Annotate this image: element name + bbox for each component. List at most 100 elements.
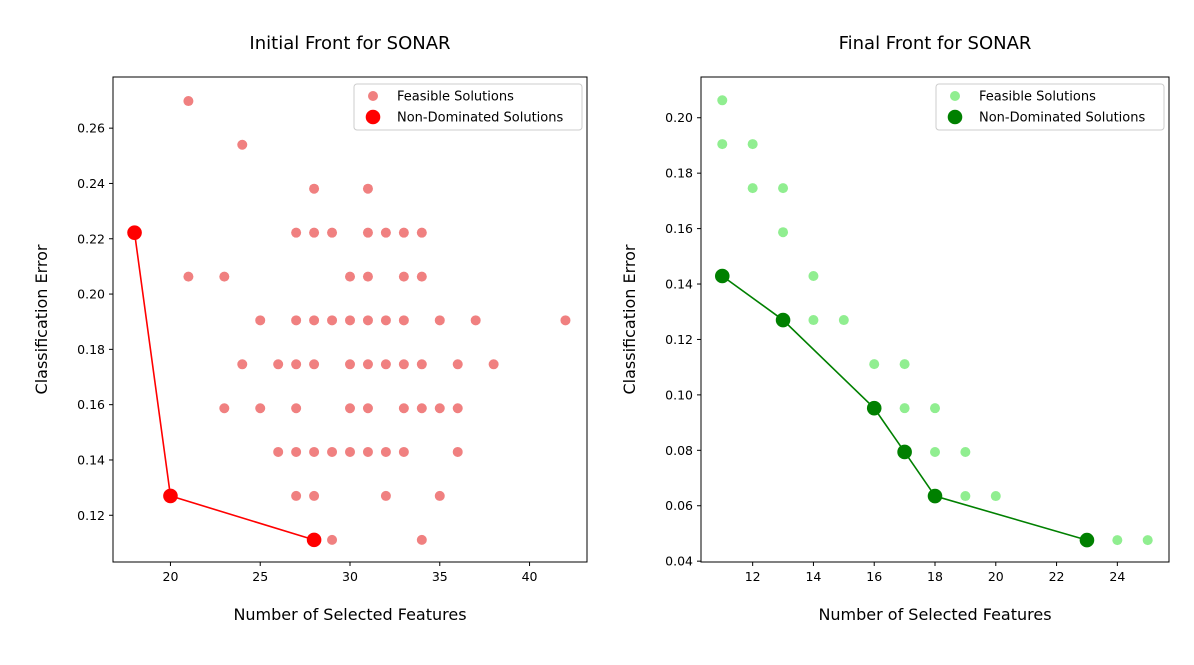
y-tick-label: 0.18 <box>665 166 693 181</box>
y-axis-label: Classification Error <box>32 244 51 394</box>
y-tick-label: 0.14 <box>77 452 105 467</box>
feasible-point <box>960 446 971 457</box>
x-tick-label: 24 <box>1109 569 1125 584</box>
feasible-point <box>899 359 910 370</box>
feasible-point <box>291 490 302 501</box>
chart-title: Final Front for SONAR <box>839 33 1032 54</box>
y-tick-label: 0.22 <box>77 231 105 246</box>
non-dominated-point <box>897 444 912 460</box>
legend-box <box>935 83 1165 131</box>
feasible-point <box>291 315 302 326</box>
x-tick-label: 18 <box>927 569 943 584</box>
x-axis-label: Number of Selected Features <box>818 605 1051 624</box>
y-tick-label: 0.12 <box>665 332 693 347</box>
feasible-point <box>273 359 284 370</box>
feasible-point <box>380 446 391 457</box>
y-tick-label: 0.24 <box>77 176 105 191</box>
non-dominated-point <box>1079 532 1095 548</box>
feasible-point <box>434 403 445 414</box>
y-tick-label: 0.08 <box>665 443 693 458</box>
feasible-point <box>219 403 230 414</box>
feasible-point <box>452 403 463 414</box>
feasible-point <box>398 403 409 414</box>
feasible-point <box>778 227 789 238</box>
feasible-point <box>747 183 758 194</box>
feasible-point <box>869 359 880 370</box>
x-tick-label: 25 <box>252 569 268 584</box>
feasible-point <box>327 227 338 238</box>
y-tick-label: 0.16 <box>77 397 105 412</box>
chart-1: Initial Front for SONAR 20 25 30 35 40 0.12 0.1… <box>32 33 588 624</box>
feasible-point <box>309 446 320 457</box>
feasible-point <box>309 183 320 194</box>
x-tick-label: 40 <box>522 569 538 584</box>
feasible-point <box>452 446 463 457</box>
feasible-point <box>434 315 445 326</box>
front-line <box>721 275 1088 541</box>
feasible-point <box>345 315 355 326</box>
feasible-point <box>362 315 373 326</box>
x-tick-label: 20 <box>988 569 1004 584</box>
legend-feasible-marker <box>950 91 960 101</box>
feasible-point <box>183 271 194 282</box>
feasible-point <box>345 359 355 370</box>
x-tick-label: 35 <box>432 569 448 584</box>
feasible-point <box>416 534 427 545</box>
chart-2: Final Front for SONAR 12 14 16 18 20 22 24 0.04 0… <box>620 33 1170 624</box>
feasible-point <box>291 446 302 457</box>
plot-frame <box>112 76 588 563</box>
y-tick-label: 0.10 <box>665 387 693 402</box>
y-tick-label: 0.14 <box>665 277 693 292</box>
x-tick-label: 12 <box>745 569 761 584</box>
feasible-point <box>327 315 338 326</box>
feasible-point <box>488 359 499 370</box>
legend-feasible-marker <box>368 91 378 101</box>
feasible-point <box>255 315 266 326</box>
non-dominated-point <box>714 268 730 284</box>
feasible-point <box>380 227 391 238</box>
feasible-point <box>380 315 391 326</box>
feasible-point <box>899 403 910 414</box>
x-tick-label: 20 <box>163 569 179 584</box>
x-axis-label: Number of Selected Features <box>233 605 466 624</box>
feasible-point <box>362 227 373 238</box>
feasible-point <box>416 359 427 370</box>
feasible-point <box>309 359 320 370</box>
feasible-point <box>416 271 427 282</box>
chart-title: Initial Front for SONAR <box>249 33 450 54</box>
feasible-point <box>273 446 284 457</box>
feasible-point <box>398 315 409 326</box>
feasible-point <box>345 271 355 282</box>
feasible-point <box>398 271 409 282</box>
legend-front-marker <box>365 109 381 125</box>
feasible-point <box>434 490 445 501</box>
feasible-point <box>237 139 248 150</box>
y-tick-label: 0.06 <box>665 498 693 513</box>
x-tick-label: 16 <box>866 569 882 584</box>
non-dominated-point <box>866 400 882 416</box>
feasible-point <box>1142 535 1153 546</box>
feasible-point <box>291 227 302 238</box>
feasible-point <box>930 446 940 457</box>
feasible-point <box>380 490 391 501</box>
feasible-point <box>362 271 373 282</box>
x-tick-label: 22 <box>1049 569 1065 584</box>
feasible-point <box>309 227 320 238</box>
feasible-point <box>380 359 391 370</box>
feasible-point <box>398 359 409 370</box>
legend-front-label: Non-Dominated Solutions <box>979 111 1145 126</box>
feasible-point <box>362 183 373 194</box>
feasible-point <box>309 490 320 501</box>
legend-front-marker <box>947 109 963 125</box>
feasible-point <box>219 271 230 282</box>
feasible-point <box>183 96 194 107</box>
feasible-point <box>327 446 338 457</box>
y-tick-label: 0.26 <box>77 121 105 136</box>
legend-box <box>353 83 583 131</box>
feasible-point <box>362 359 373 370</box>
feasible-point <box>309 315 320 326</box>
feasible-point <box>416 403 427 414</box>
feasible-point <box>717 95 728 106</box>
feasible-point <box>237 359 248 370</box>
y-tick-label: 0.20 <box>665 110 693 125</box>
